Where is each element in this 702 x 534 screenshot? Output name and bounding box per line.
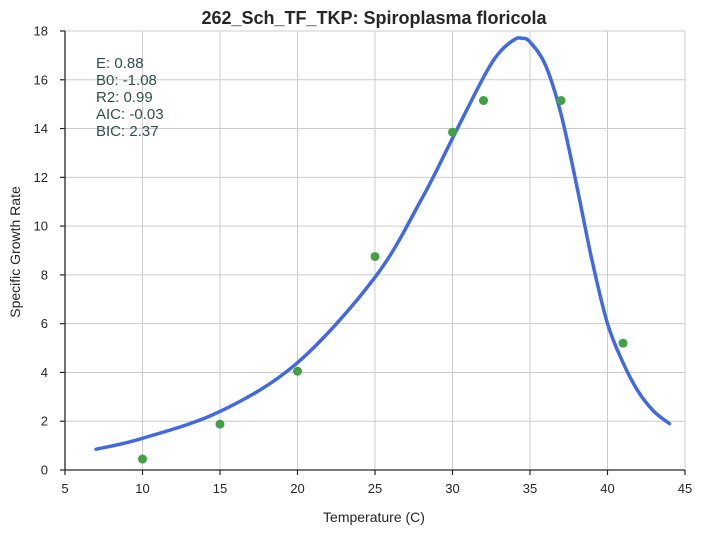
stat-line: AIC: -0.03 <box>96 106 164 123</box>
y-tick-label: 4 <box>41 365 48 380</box>
ticks: 5 10 15 20 25 30 35 40 45 0 2 4 6 8 10 12 14 16 18 <box>34 24 693 497</box>
y-tick-label: 10 <box>34 219 48 234</box>
x-tick-label: 35 <box>523 481 537 496</box>
y-tick-label: 0 <box>41 463 48 478</box>
stat-value: -0.03 <box>129 106 163 123</box>
stat-value: 0.99 <box>124 89 153 106</box>
y-tick-label: 18 <box>34 24 48 39</box>
stat-value: 0.88 <box>114 55 143 72</box>
data-point <box>215 419 225 429</box>
stat-value: 2.37 <box>129 123 158 140</box>
data-point <box>370 252 380 262</box>
data-point <box>479 96 488 106</box>
x-tick-label: 15 <box>213 481 227 496</box>
x-tick-label: 20 <box>290 481 304 496</box>
x-tick-label: 5 <box>61 481 68 496</box>
stat-line: R2: 0.99 <box>96 89 153 106</box>
y-tick-label: 12 <box>34 170 48 185</box>
y-tick-label: 8 <box>41 267 48 282</box>
stat-label: AIC: <box>96 106 125 123</box>
chart-title: 262_Sch_TF_TKP: Spiroplasma floricola <box>201 8 547 28</box>
x-tick-label: 45 <box>678 481 692 496</box>
x-tick-label: 10 <box>135 481 149 496</box>
data-point <box>556 96 566 106</box>
stat-label: R2: <box>96 89 119 106</box>
data-point <box>293 366 302 376</box>
stat-value: -1.08 <box>123 72 157 89</box>
stat-label: E: <box>96 55 110 72</box>
y-tick-label: 16 <box>34 72 48 87</box>
stat-line: BIC: 2.37 <box>96 123 159 140</box>
grid <box>65 30 686 470</box>
y-tick-label: 14 <box>34 121 48 136</box>
data-point <box>138 454 147 464</box>
y-tick-label: 2 <box>41 414 48 429</box>
y-axis-label: Specific Growth Rate <box>7 186 23 318</box>
x-tick-label: 30 <box>445 481 459 496</box>
stat-line: B0: -1.08 <box>96 72 157 89</box>
y-tick-label: 6 <box>41 316 48 331</box>
x-axis-label: Temperature (C) <box>323 509 425 525</box>
data-point <box>618 338 628 348</box>
x-tick-label: 25 <box>368 481 382 496</box>
data-point <box>448 127 457 137</box>
stat-line: E: 0.88 <box>96 55 144 72</box>
fit-curve-line <box>94 36 672 452</box>
data-points <box>138 96 628 464</box>
stat-label: BIC: <box>96 123 125 140</box>
x-tick-label: 40 <box>600 481 614 496</box>
stat-label: B0: <box>96 72 119 89</box>
fit-curve-layer <box>94 36 672 452</box>
